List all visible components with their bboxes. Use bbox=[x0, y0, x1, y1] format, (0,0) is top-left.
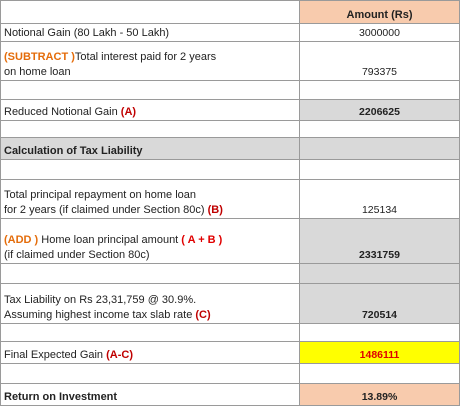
final-gain-row: Final Expected Gain (A-C) 1486111 bbox=[0, 341, 460, 364]
interest-text-line2: on home loan bbox=[4, 66, 71, 78]
add-principal-row: (ADD ) Home loan principal amount ( A + … bbox=[0, 218, 460, 264]
tag-b: (B) bbox=[207, 204, 223, 216]
roi-label: Return on Investment bbox=[0, 383, 300, 406]
final-gain-label: Final Expected Gain (A-C) bbox=[0, 341, 300, 364]
spacer-row bbox=[0, 323, 460, 342]
reduced-gain-label: Reduced Notional Gain (A) bbox=[0, 99, 300, 121]
calc-heading-row: Calculation of Tax Liability bbox=[0, 137, 460, 160]
reduced-gain-value: 2206625 bbox=[299, 99, 460, 121]
add-principal-label: (ADD ) Home loan principal amount ( A + … bbox=[0, 218, 300, 264]
final-gain-value: 1486111 bbox=[299, 341, 460, 364]
table-header-row: Amount (Rs) bbox=[0, 0, 460, 24]
principal-value: 125134 bbox=[299, 179, 460, 219]
notional-gain-row: Notional Gain (80 Lakh - 50 Lakh) 300000… bbox=[0, 23, 460, 42]
calc-heading: Calculation of Tax Liability bbox=[0, 137, 300, 160]
tax-liability-label: Tax Liability on Rs 23,31,759 @ 30.9%. A… bbox=[0, 283, 300, 324]
spacer-row bbox=[0, 120, 460, 138]
tax-liability-row: Tax Liability on Rs 23,31,759 @ 30.9%. A… bbox=[0, 283, 460, 324]
tag-a-minus-c: (A-C) bbox=[106, 349, 134, 361]
add-principal-value: 2331759 bbox=[299, 218, 460, 264]
header-blank-cell bbox=[0, 0, 300, 24]
roi-value: 13.89% bbox=[299, 383, 460, 406]
reduced-gain-row: Reduced Notional Gain (A) 2206625 bbox=[0, 99, 460, 121]
interest-row: (SUBTRACT )Total interest paid for 2 yea… bbox=[0, 41, 460, 81]
notional-gain-value: 3000000 bbox=[299, 23, 460, 42]
subtract-tag: (SUBTRACT ) bbox=[4, 51, 75, 63]
roi-row: Return on Investment 13.89% bbox=[0, 383, 460, 406]
principal-label: Total principal repayment on home loan f… bbox=[0, 179, 300, 219]
amount-header: Amount (Rs) bbox=[299, 0, 460, 24]
spacer-row bbox=[0, 363, 460, 384]
spacer-row bbox=[0, 263, 460, 284]
notional-gain-label: Notional Gain (80 Lakh - 50 Lakh) bbox=[0, 23, 300, 42]
tag-a-plus-b: ( A + B ) bbox=[181, 234, 223, 246]
tag-c: (C) bbox=[195, 309, 211, 321]
spacer-row bbox=[0, 80, 460, 100]
interest-text: Total interest paid for 2 years bbox=[74, 51, 217, 63]
interest-label: (SUBTRACT )Total interest paid for 2 yea… bbox=[0, 41, 300, 81]
principal-row: Total principal repayment on home loan f… bbox=[0, 179, 460, 219]
tax-liability-value: 720514 bbox=[299, 283, 460, 324]
spacer-row bbox=[0, 159, 460, 180]
tag-a: (A) bbox=[120, 106, 137, 118]
gain-calculation-table: Amount (Rs) Notional Gain (80 Lakh - 50 … bbox=[0, 0, 460, 406]
add-tag: (ADD ) bbox=[4, 234, 39, 246]
interest-value: 793375 bbox=[299, 41, 460, 81]
